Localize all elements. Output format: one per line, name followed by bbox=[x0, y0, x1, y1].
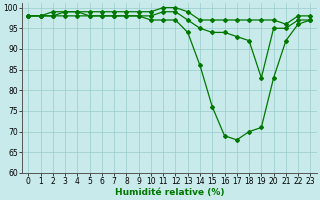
X-axis label: Humidité relative (%): Humidité relative (%) bbox=[115, 188, 224, 197]
